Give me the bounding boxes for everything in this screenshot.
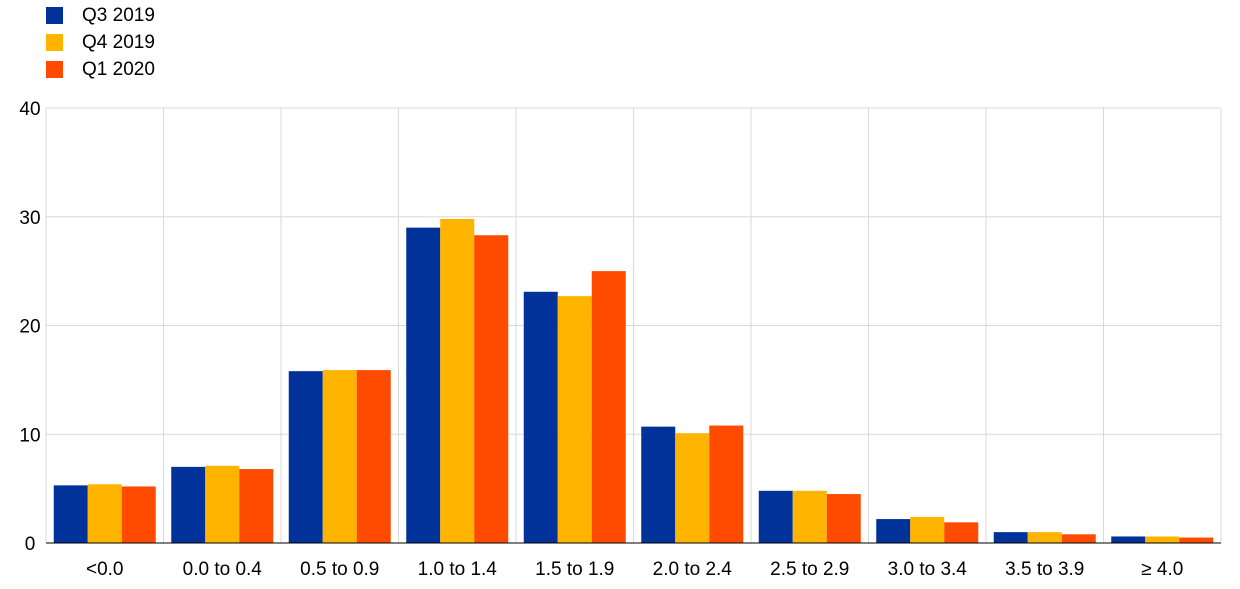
bar xyxy=(591,271,626,543)
bar xyxy=(557,296,592,543)
bar xyxy=(440,218,475,544)
bar xyxy=(1061,534,1096,543)
bar xyxy=(641,426,676,543)
legend-swatch-q4-2019 xyxy=(46,34,63,51)
bar xyxy=(944,522,979,543)
bar xyxy=(826,494,861,543)
legend-label-q1-2020: Q1 2020 xyxy=(82,58,155,80)
x-tick-label: 1.0 to 1.4 xyxy=(418,559,498,580)
bar xyxy=(1027,532,1062,543)
bar xyxy=(121,486,156,543)
legend-label-q4-2019: Q4 2019 xyxy=(82,31,155,53)
bar xyxy=(356,370,391,543)
bar xyxy=(910,516,945,543)
chart-legend: Q3 2019 Q4 2019 Q1 2020 xyxy=(46,2,155,83)
y-tick-label: 10 xyxy=(19,425,40,446)
bar xyxy=(171,466,206,543)
x-tick-label: 1.5 to 1.9 xyxy=(535,559,614,580)
bar xyxy=(239,469,274,543)
y-tick-label: 20 xyxy=(19,317,40,338)
bar xyxy=(709,425,744,543)
x-tick-label: 0.5 to 0.9 xyxy=(300,559,379,580)
bar xyxy=(1111,536,1146,543)
bar xyxy=(87,484,122,543)
legend-swatch-q3-2019 xyxy=(46,7,63,24)
y-tick-label: 30 xyxy=(19,208,40,229)
y-tick-label: 40 xyxy=(19,99,40,120)
x-tick-label: 3.5 to 3.9 xyxy=(1005,559,1084,580)
legend-label-q3-2019: Q3 2019 xyxy=(82,4,155,26)
bar xyxy=(288,371,323,543)
bar xyxy=(792,490,827,543)
bar xyxy=(876,519,911,543)
x-tick-label: 0.0 to 0.4 xyxy=(183,559,263,580)
x-tick-label: ≥ 4.0 xyxy=(1141,559,1183,580)
x-tick-label: 3.0 to 3.4 xyxy=(888,559,968,580)
bar xyxy=(53,485,88,543)
bar xyxy=(322,370,357,543)
legend-swatch-q1-2020 xyxy=(46,61,63,78)
bar xyxy=(205,465,240,543)
x-tick-label: 2.5 to 2.9 xyxy=(770,559,849,580)
bar xyxy=(406,227,441,543)
x-tick-label: 2.0 to 2.4 xyxy=(653,559,733,580)
x-tick-label: <0.0 xyxy=(86,559,124,580)
bar xyxy=(1145,536,1180,543)
legend-item-q3-2019: Q3 2019 xyxy=(46,2,155,29)
bar xyxy=(993,532,1028,543)
legend-item-q1-2020: Q1 2020 xyxy=(46,56,155,83)
bar xyxy=(1179,537,1214,543)
bar xyxy=(675,433,710,543)
bar xyxy=(474,235,509,544)
bar xyxy=(758,490,793,543)
bar xyxy=(523,291,558,543)
legend-item-q4-2019: Q4 2019 xyxy=(46,29,155,56)
y-tick-label: 0 xyxy=(25,534,36,555)
